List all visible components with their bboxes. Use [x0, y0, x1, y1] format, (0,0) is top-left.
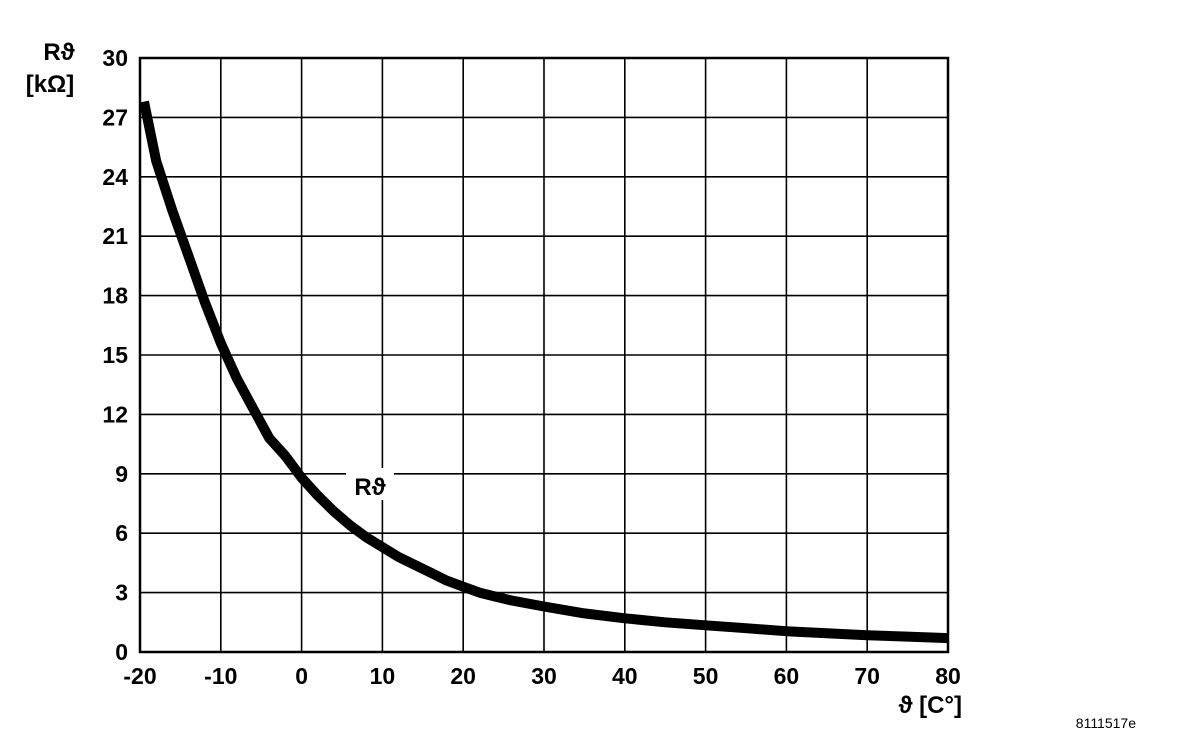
y-tick-label: 24: [102, 164, 128, 190]
x-tick-label: 70: [854, 663, 880, 689]
grid: [138, 56, 950, 654]
x-tick-label: 60: [774, 663, 800, 689]
plot-frame: [138, 56, 950, 654]
x-tick-labels: -20 -10 0 10 20 30 40 50 60 70 80: [123, 663, 960, 689]
y-axis-label-symbol: Rϑ: [43, 39, 74, 66]
x-tick-label: 10: [370, 663, 396, 689]
x-tick-label: 40: [612, 663, 638, 689]
y-tick-label: 6: [115, 520, 128, 546]
y-tick-label: 30: [102, 45, 128, 71]
series-layer: [139, 100, 949, 644]
y-tick-label: 12: [102, 401, 128, 427]
x-tick-label: 20: [450, 663, 476, 689]
series-line-rtheta: [139, 100, 949, 644]
figure-id: 8111517e: [1076, 715, 1136, 731]
y-axis-label-unit: [kΩ]: [26, 71, 75, 98]
x-tick-label: 80: [935, 663, 961, 689]
y-tick-label: 15: [102, 342, 128, 368]
x-tick-label: -20: [123, 663, 156, 689]
y-tick-label: 18: [102, 283, 128, 309]
y-tick-label: 0: [115, 639, 128, 665]
y-tick-label: 3: [115, 580, 128, 606]
x-tick-label: -10: [204, 663, 237, 689]
x-tick-label: 30: [531, 663, 557, 689]
x-tick-label: 50: [693, 663, 719, 689]
curve-label: Rϑ: [354, 474, 385, 501]
y-tick-label: 27: [102, 104, 128, 130]
x-axis-label: ϑ [C°]: [898, 692, 962, 719]
curve-label-background: [346, 468, 394, 500]
y-tick-labels: 0 3 6 9 12 15 18 21 24 27 30: [102, 45, 128, 665]
y-tick-label: 9: [115, 461, 128, 487]
x-tick-label: 0: [295, 663, 308, 689]
y-tick-label: 21: [102, 223, 128, 249]
